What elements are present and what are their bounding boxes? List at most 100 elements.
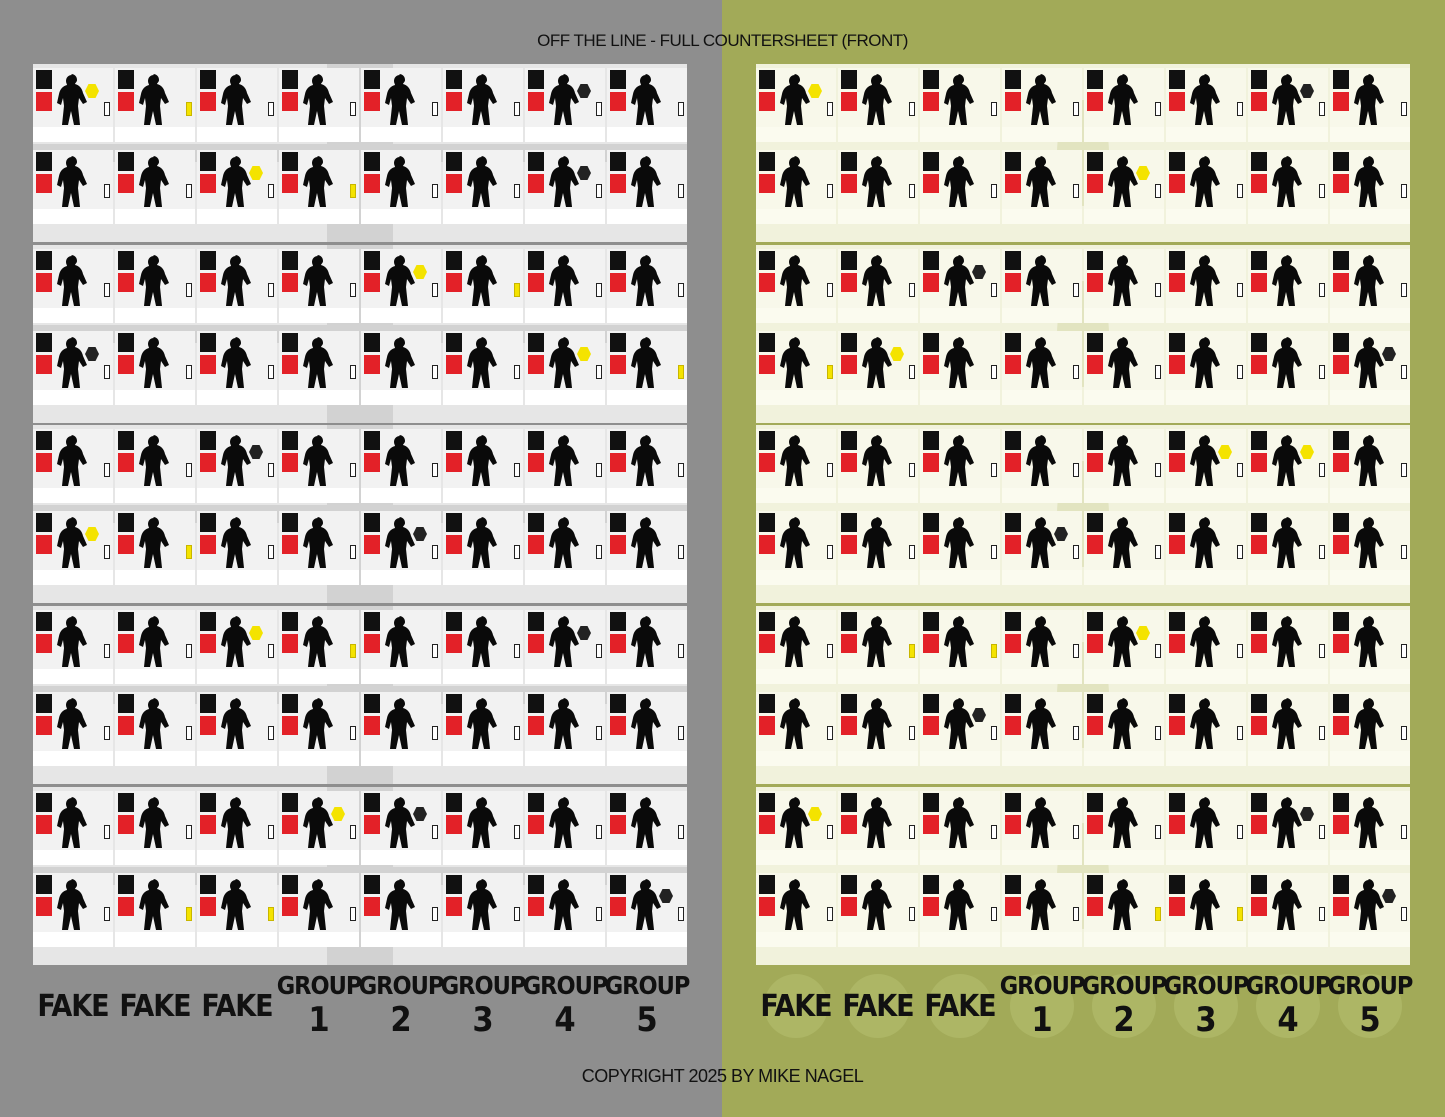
us-counter[interactable] xyxy=(920,692,1000,766)
us-counter[interactable] xyxy=(920,791,1000,865)
german-counter[interactable] xyxy=(525,791,605,865)
us-counter[interactable] xyxy=(1166,331,1246,405)
us-counter[interactable] xyxy=(756,873,836,947)
us-counter[interactable] xyxy=(838,873,918,947)
us-counter[interactable] xyxy=(756,791,836,865)
german-counter[interactable] xyxy=(279,692,359,766)
us-counter[interactable] xyxy=(1330,873,1410,947)
us-counter[interactable] xyxy=(1084,692,1164,766)
us-counter[interactable] xyxy=(756,610,836,684)
us-counter[interactable] xyxy=(756,150,836,224)
german-counter[interactable] xyxy=(525,610,605,684)
us-counter[interactable] xyxy=(1166,429,1246,503)
us-counter[interactable] xyxy=(1330,511,1410,585)
german-counter[interactable] xyxy=(115,873,195,947)
us-counter[interactable] xyxy=(1248,610,1328,684)
german-counter[interactable] xyxy=(443,692,523,766)
german-counter[interactable] xyxy=(525,249,605,323)
german-counter[interactable] xyxy=(607,150,687,224)
german-counter[interactable] xyxy=(115,511,195,585)
german-counter[interactable] xyxy=(443,873,523,947)
german-counter[interactable] xyxy=(115,429,195,503)
german-counter[interactable] xyxy=(33,429,113,503)
us-counter[interactable] xyxy=(1002,68,1082,142)
german-counter[interactable] xyxy=(279,791,359,865)
german-counter[interactable] xyxy=(33,249,113,323)
german-counter[interactable] xyxy=(443,150,523,224)
us-counter[interactable] xyxy=(1002,150,1082,224)
us-counter[interactable] xyxy=(1084,791,1164,865)
us-counter[interactable] xyxy=(920,150,1000,224)
us-counter[interactable] xyxy=(838,331,918,405)
german-counter[interactable] xyxy=(607,791,687,865)
us-counter[interactable] xyxy=(1084,610,1164,684)
german-counter[interactable] xyxy=(607,692,687,766)
german-counter[interactable] xyxy=(361,873,441,947)
german-counter[interactable] xyxy=(33,610,113,684)
us-counter[interactable] xyxy=(920,429,1000,503)
german-counter[interactable] xyxy=(197,331,277,405)
us-counter[interactable] xyxy=(1248,150,1328,224)
us-counter[interactable] xyxy=(1002,511,1082,585)
german-counter[interactable] xyxy=(279,150,359,224)
us-counter[interactable] xyxy=(1330,249,1410,323)
german-counter[interactable] xyxy=(361,610,441,684)
us-counter[interactable] xyxy=(1166,692,1246,766)
us-counter[interactable] xyxy=(1248,331,1328,405)
us-counter[interactable] xyxy=(1166,610,1246,684)
us-counter[interactable] xyxy=(1084,429,1164,503)
german-counter[interactable] xyxy=(525,150,605,224)
german-counter[interactable] xyxy=(361,150,441,224)
german-counter[interactable] xyxy=(197,68,277,142)
us-counter[interactable] xyxy=(1166,68,1246,142)
german-fake-marker[interactable]: FAKE xyxy=(33,964,113,1048)
us-counter[interactable] xyxy=(838,150,918,224)
us-fake-marker[interactable]: FAKE xyxy=(838,964,918,1048)
us-counter[interactable] xyxy=(838,791,918,865)
us-counter[interactable] xyxy=(920,511,1000,585)
us-counter[interactable] xyxy=(1084,331,1164,405)
us-counter[interactable] xyxy=(1330,692,1410,766)
us-fake-marker[interactable]: FAKE xyxy=(756,964,836,1048)
us-counter[interactable] xyxy=(1330,150,1410,224)
german-counter[interactable] xyxy=(361,429,441,503)
us-counter[interactable] xyxy=(1002,249,1082,323)
german-counter[interactable] xyxy=(607,429,687,503)
us-counter[interactable] xyxy=(920,68,1000,142)
german-counter[interactable] xyxy=(115,610,195,684)
german-counter[interactable] xyxy=(197,150,277,224)
german-counter[interactable] xyxy=(197,791,277,865)
us-counter[interactable] xyxy=(1002,331,1082,405)
us-counter[interactable] xyxy=(920,610,1000,684)
us-group-marker[interactable]: GROUP 4 xyxy=(1246,964,1332,1048)
german-group-marker[interactable]: GROUP 5 xyxy=(605,964,691,1048)
german-counter[interactable] xyxy=(525,68,605,142)
german-counter[interactable] xyxy=(607,610,687,684)
us-counter[interactable] xyxy=(1166,249,1246,323)
us-counter[interactable] xyxy=(1166,873,1246,947)
us-counter[interactable] xyxy=(756,68,836,142)
german-counter[interactable] xyxy=(33,692,113,766)
german-counter[interactable] xyxy=(525,692,605,766)
german-counter[interactable] xyxy=(607,511,687,585)
us-counter[interactable] xyxy=(838,511,918,585)
german-counter[interactable] xyxy=(361,791,441,865)
us-counter[interactable] xyxy=(1002,873,1082,947)
german-counter[interactable] xyxy=(33,791,113,865)
german-counter[interactable] xyxy=(525,873,605,947)
german-counter[interactable] xyxy=(279,873,359,947)
german-counter[interactable] xyxy=(197,429,277,503)
german-counter[interactable] xyxy=(33,150,113,224)
us-counter[interactable] xyxy=(1084,873,1164,947)
german-counter[interactable] xyxy=(279,610,359,684)
us-counter[interactable] xyxy=(1330,68,1410,142)
german-counter[interactable] xyxy=(115,791,195,865)
german-counter[interactable] xyxy=(525,511,605,585)
us-counter[interactable] xyxy=(1002,791,1082,865)
us-counter[interactable] xyxy=(1084,511,1164,585)
us-group-marker[interactable]: GROUP 1 xyxy=(1000,964,1086,1048)
german-counter[interactable] xyxy=(197,873,277,947)
us-counter[interactable] xyxy=(1330,791,1410,865)
us-fake-marker[interactable]: FAKE xyxy=(920,964,1000,1048)
german-group-marker[interactable]: GROUP 3 xyxy=(441,964,527,1048)
